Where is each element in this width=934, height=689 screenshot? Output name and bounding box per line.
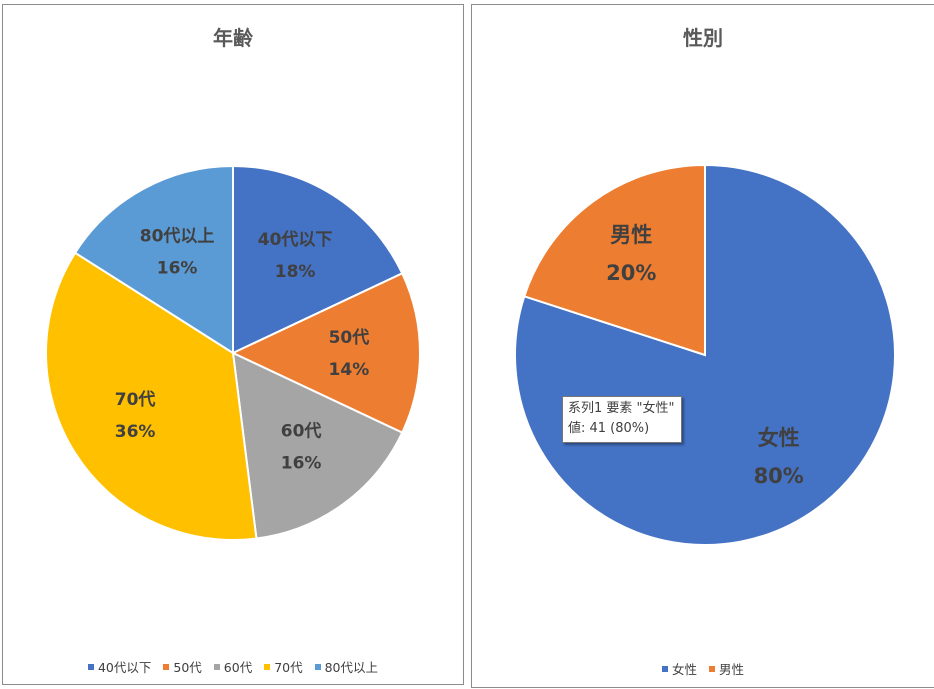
age-slice-2-percent: 16% <box>281 454 322 474</box>
age-slice-1-label: 50代 <box>329 327 370 348</box>
age-slice-0-label: 40代以下 <box>258 229 333 250</box>
age-slice-0[interactable] <box>232 164 404 355</box>
tooltip-value-line: 値: 41 (80%) <box>568 421 650 436</box>
age-slice-3-percent: 36% <box>115 422 156 442</box>
gender-legend-item-1[interactable]: 男性 <box>709 659 744 678</box>
gender-legend-label-0: 女性 <box>671 662 697 677</box>
gender-chart-title: 性別 <box>683 26 723 50</box>
age-legend: 40代以下 50代 60代 70代 80代以上 <box>3 657 463 676</box>
gender-slice-1-label: 男性 <box>610 223 652 247</box>
gender-legend-swatch-0 <box>661 665 668 672</box>
age-slice-3[interactable] <box>45 251 258 542</box>
age-legend-label-4: 80代以上 <box>324 660 379 675</box>
age-slice-2[interactable] <box>231 351 404 540</box>
age-slice-3-label: 70代 <box>115 389 156 410</box>
age-pie-chart[interactable]: 40代以下 18% 50代 14% 60代 16% 70代 36% 80代以上 16% <box>3 5 465 686</box>
age-slice-4[interactable] <box>73 164 234 355</box>
age-legend-item-1[interactable]: 50代 <box>163 657 202 676</box>
age-legend-label-1: 50代 <box>173 660 202 675</box>
age-legend-swatch-0 <box>87 663 94 670</box>
gender-legend-label-1: 男性 <box>719 662 745 677</box>
gender-slice-0-label: 女性 <box>758 426 800 450</box>
data-point-tooltip: 系列1 要素 "女性" 値: 41 (80%) <box>562 396 682 443</box>
gender-legend-swatch-1 <box>709 665 715 672</box>
age-legend-label-0: 40代以下 <box>97 660 152 675</box>
gender-legend: 女性 男性 <box>472 659 934 678</box>
tooltip-series-line: 系列1 要素 "女性" <box>568 401 675 416</box>
age-chart-panel[interactable]: 年齢 40代以下 18% 50代 14% 60代 16% 70代 36% 80代以上 16% 40… <box>2 4 464 685</box>
gender-chart-panel[interactable]: 性別 女性 80% 男性 20% 女性 男性 <box>471 4 934 688</box>
gender-legend-item-0[interactable]: 女性 <box>661 659 697 678</box>
gender-pie-chart[interactable]: 女性 80% 男性 20% <box>472 5 934 689</box>
age-slice-1[interactable] <box>230 272 421 434</box>
age-slice-4-label: 80代以上 <box>140 225 215 246</box>
age-legend-item-2[interactable]: 60代 <box>213 657 253 676</box>
gender-slice-1-percent: 20% <box>606 261 656 285</box>
age-slice-1-percent: 14% <box>329 360 370 380</box>
age-legend-swatch-4 <box>314 663 321 670</box>
age-legend-swatch-3 <box>264 663 271 670</box>
age-legend-label-3: 70代 <box>274 660 303 675</box>
age-legend-swatch-2 <box>213 663 220 670</box>
age-legend-item-4[interactable]: 80代以上 <box>314 657 379 676</box>
age-slice-4-percent: 16% <box>157 258 198 278</box>
age-slice-2-label: 60代 <box>281 421 322 442</box>
age-legend-label-2: 60代 <box>223 660 253 675</box>
age-chart-title: 年齢 <box>213 26 253 50</box>
age-legend-item-3[interactable]: 70代 <box>264 657 303 676</box>
gender-slice-0-percent: 80% <box>754 464 804 488</box>
age-slice-0-percent: 18% <box>275 262 316 282</box>
gender-slice-1[interactable] <box>523 163 706 357</box>
age-legend-swatch-1 <box>163 663 170 670</box>
age-legend-item-0[interactable]: 40代以下 <box>87 657 152 676</box>
